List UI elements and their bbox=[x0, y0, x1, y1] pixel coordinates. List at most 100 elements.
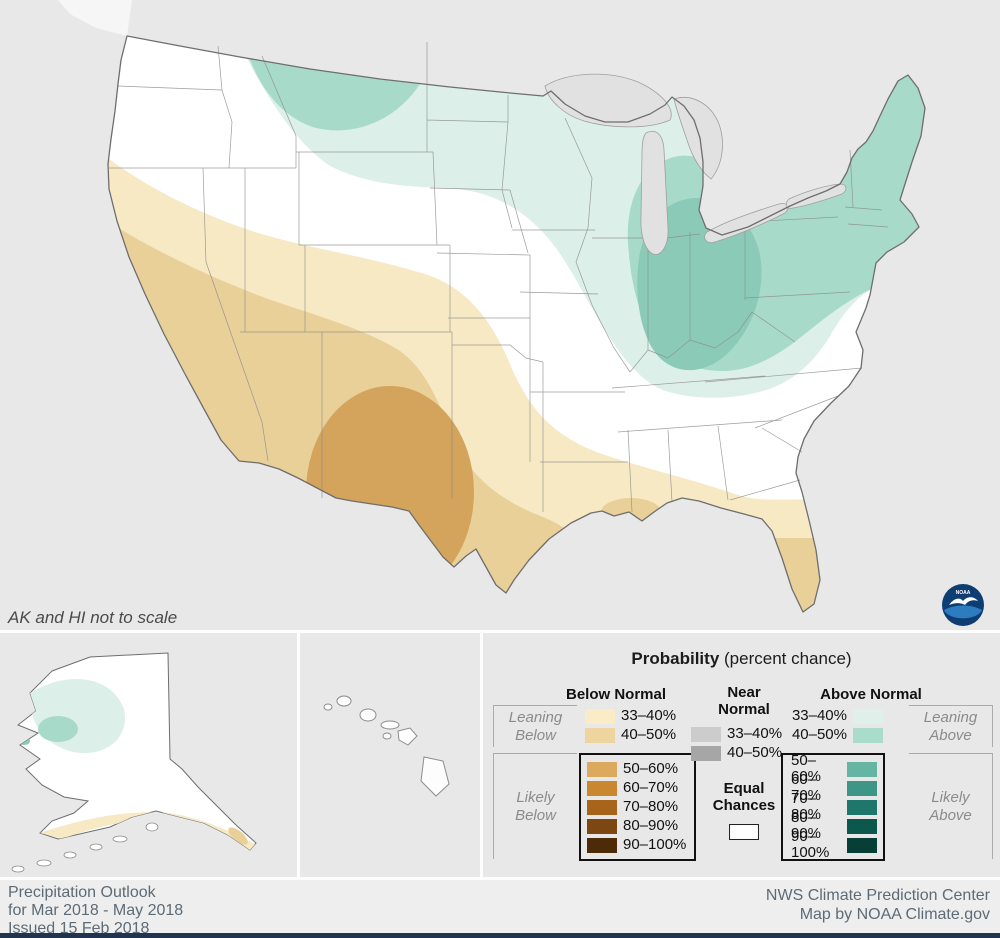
legend-range-label: 90–100% bbox=[623, 836, 687, 853]
us-outline bbox=[107, 35, 926, 613]
footer-right: NWS Climate Prediction Center Map by NOA… bbox=[766, 884, 990, 933]
footer-title: Precipitation Outlook bbox=[8, 884, 156, 901]
legend-swatch bbox=[691, 726, 721, 742]
likely-above-label: Likely Above bbox=[909, 753, 993, 859]
legend-title: Probability (percent chance) bbox=[483, 649, 1000, 669]
hawaii-inset bbox=[300, 630, 480, 877]
legend-swatch bbox=[691, 745, 721, 761]
equal-chances-swatch bbox=[729, 824, 759, 840]
legend-swatch bbox=[847, 818, 877, 834]
hawaiian-islands bbox=[323, 695, 450, 797]
aleutian-islands bbox=[11, 822, 159, 873]
alaska-below-40-panhandle bbox=[228, 827, 248, 845]
legend-row: 40–50% bbox=[783, 727, 883, 743]
vancouver-island-shape bbox=[58, 0, 132, 36]
below-normal-header: Below Normal bbox=[565, 686, 667, 703]
conus-map-area: AK and HI not to scale NOAA bbox=[8, 0, 985, 627]
legend-range-label: 50–60% bbox=[623, 760, 679, 777]
legend-title-bold: Probability bbox=[631, 649, 720, 668]
legend-row: 33–40% bbox=[783, 708, 883, 724]
hawaii-map-svg bbox=[323, 695, 450, 797]
lake-erie bbox=[704, 203, 789, 244]
below-leaning-rows: 33–40% 40–50% bbox=[585, 705, 676, 746]
legend-row: 60–70% bbox=[791, 772, 877, 804]
legend-swatch bbox=[585, 727, 615, 743]
legend-swatch bbox=[587, 818, 617, 834]
noaa-logo-text: NOAA bbox=[956, 590, 971, 596]
legend-swatch bbox=[847, 799, 877, 815]
legend-row: 70–80% bbox=[791, 791, 877, 823]
legend-row: 70–80% bbox=[587, 799, 686, 815]
noaa-logo: NOAA bbox=[941, 583, 985, 627]
lake-ontario bbox=[785, 183, 847, 209]
legend-range-label: 33–40% bbox=[791, 707, 847, 724]
legend-swatch bbox=[853, 727, 883, 743]
footer-credit: Map by NOAA Climate.gov bbox=[799, 906, 990, 923]
legend-row: 33–40% bbox=[691, 726, 782, 742]
legend-range-label: 60–70% bbox=[791, 771, 822, 804]
footer-period: for Mar 2018 - May 2018 bbox=[8, 902, 184, 919]
legend-range-label: 33–40% bbox=[727, 725, 783, 742]
great-lakes bbox=[544, 73, 847, 255]
state-borders bbox=[109, 42, 889, 513]
legend-panel: Probability (percent chance) Below Norma… bbox=[480, 630, 1000, 877]
legend-swatch bbox=[847, 780, 877, 796]
legend-swatch bbox=[587, 780, 617, 796]
legend-swatch bbox=[847, 837, 877, 853]
alaska-probability-regions bbox=[18, 679, 256, 850]
below-likely-box: 50–60% 60–70% 70–80% 80–90% 90–100% bbox=[579, 753, 697, 861]
legend-row: 80–90% bbox=[587, 818, 686, 834]
legend-swatch bbox=[847, 761, 877, 777]
leaning-above-label: Leaning Above bbox=[909, 705, 993, 747]
legend-range-label: 70–80% bbox=[623, 798, 679, 815]
likely-below-label: Likely Below bbox=[493, 753, 577, 859]
legend-range-label: 80–90% bbox=[623, 817, 679, 834]
legend-swatch bbox=[853, 708, 883, 724]
legend-row: 50–60% bbox=[587, 761, 686, 777]
legend-row: 40–50% bbox=[585, 727, 676, 743]
lake-michigan bbox=[640, 130, 669, 255]
legend-row: 90–100% bbox=[587, 837, 686, 853]
alaska-below-33-region bbox=[40, 812, 256, 850]
legend-row: 60–70% bbox=[587, 780, 686, 796]
legend-range-label: 40–50% bbox=[727, 744, 783, 761]
legend-range-label: 60–70% bbox=[623, 779, 679, 796]
footer-issued: Issued 15 Feb 2018 bbox=[8, 920, 150, 937]
conus-map-svg bbox=[58, 0, 926, 613]
above-normal-header: Above Normal bbox=[820, 686, 922, 703]
legend-range-label: 40–50% bbox=[791, 726, 847, 743]
legend-range-label: 90–100% bbox=[791, 828, 830, 861]
scale-note: AK and HI not to scale bbox=[8, 608, 178, 627]
bottom-accent-bar bbox=[0, 933, 1000, 938]
legend-row: 33–40% bbox=[585, 708, 676, 724]
footer-source: NWS Climate Prediction Center bbox=[765, 887, 990, 904]
legend-swatch bbox=[587, 799, 617, 815]
near-normal-header: Near Normal bbox=[718, 684, 770, 718]
legend-swatch bbox=[585, 708, 615, 724]
lake-superior bbox=[544, 73, 672, 128]
alaska-map-svg bbox=[11, 652, 257, 873]
footer: Precipitation Outlook for Mar 2018 - May… bbox=[0, 877, 1000, 937]
noaa-emblem-icon: NOAA bbox=[942, 584, 984, 626]
above-leaning-rows: 33–40% 40–50% bbox=[783, 705, 883, 746]
leaning-below-label: Leaning Below bbox=[493, 705, 577, 747]
equal-chances-label: Equal Chances bbox=[712, 780, 776, 814]
alaska-above-50-spot bbox=[18, 737, 30, 745]
lake-huron bbox=[673, 97, 723, 180]
legend-title-note: (percent chance) bbox=[719, 649, 852, 668]
above-likely-box: 50–60% 60–70% 70–80% 80–90% 90–100% bbox=[781, 753, 885, 861]
above-normal-50-ohio-valley-region bbox=[637, 198, 762, 371]
legend-range-label: 33–40% bbox=[621, 707, 677, 724]
footer-left: Precipitation Outlook for Mar 2018 - May… bbox=[8, 884, 184, 937]
legend-swatch bbox=[587, 837, 617, 853]
legend-range-label: 40–50% bbox=[621, 726, 677, 743]
insets-row: Probability (percent chance) Below Norma… bbox=[0, 630, 1000, 877]
alaska-above-40-region bbox=[38, 716, 78, 742]
legend-range-label: 70–80% bbox=[791, 790, 822, 823]
near-normal-rows: 33–40% 40–50% bbox=[691, 723, 782, 764]
legend-row: 90–100% bbox=[791, 829, 877, 861]
legend-row: 80–90% bbox=[791, 810, 877, 842]
legend-range-label: 80–90% bbox=[791, 809, 822, 842]
legend-swatch bbox=[587, 761, 617, 777]
